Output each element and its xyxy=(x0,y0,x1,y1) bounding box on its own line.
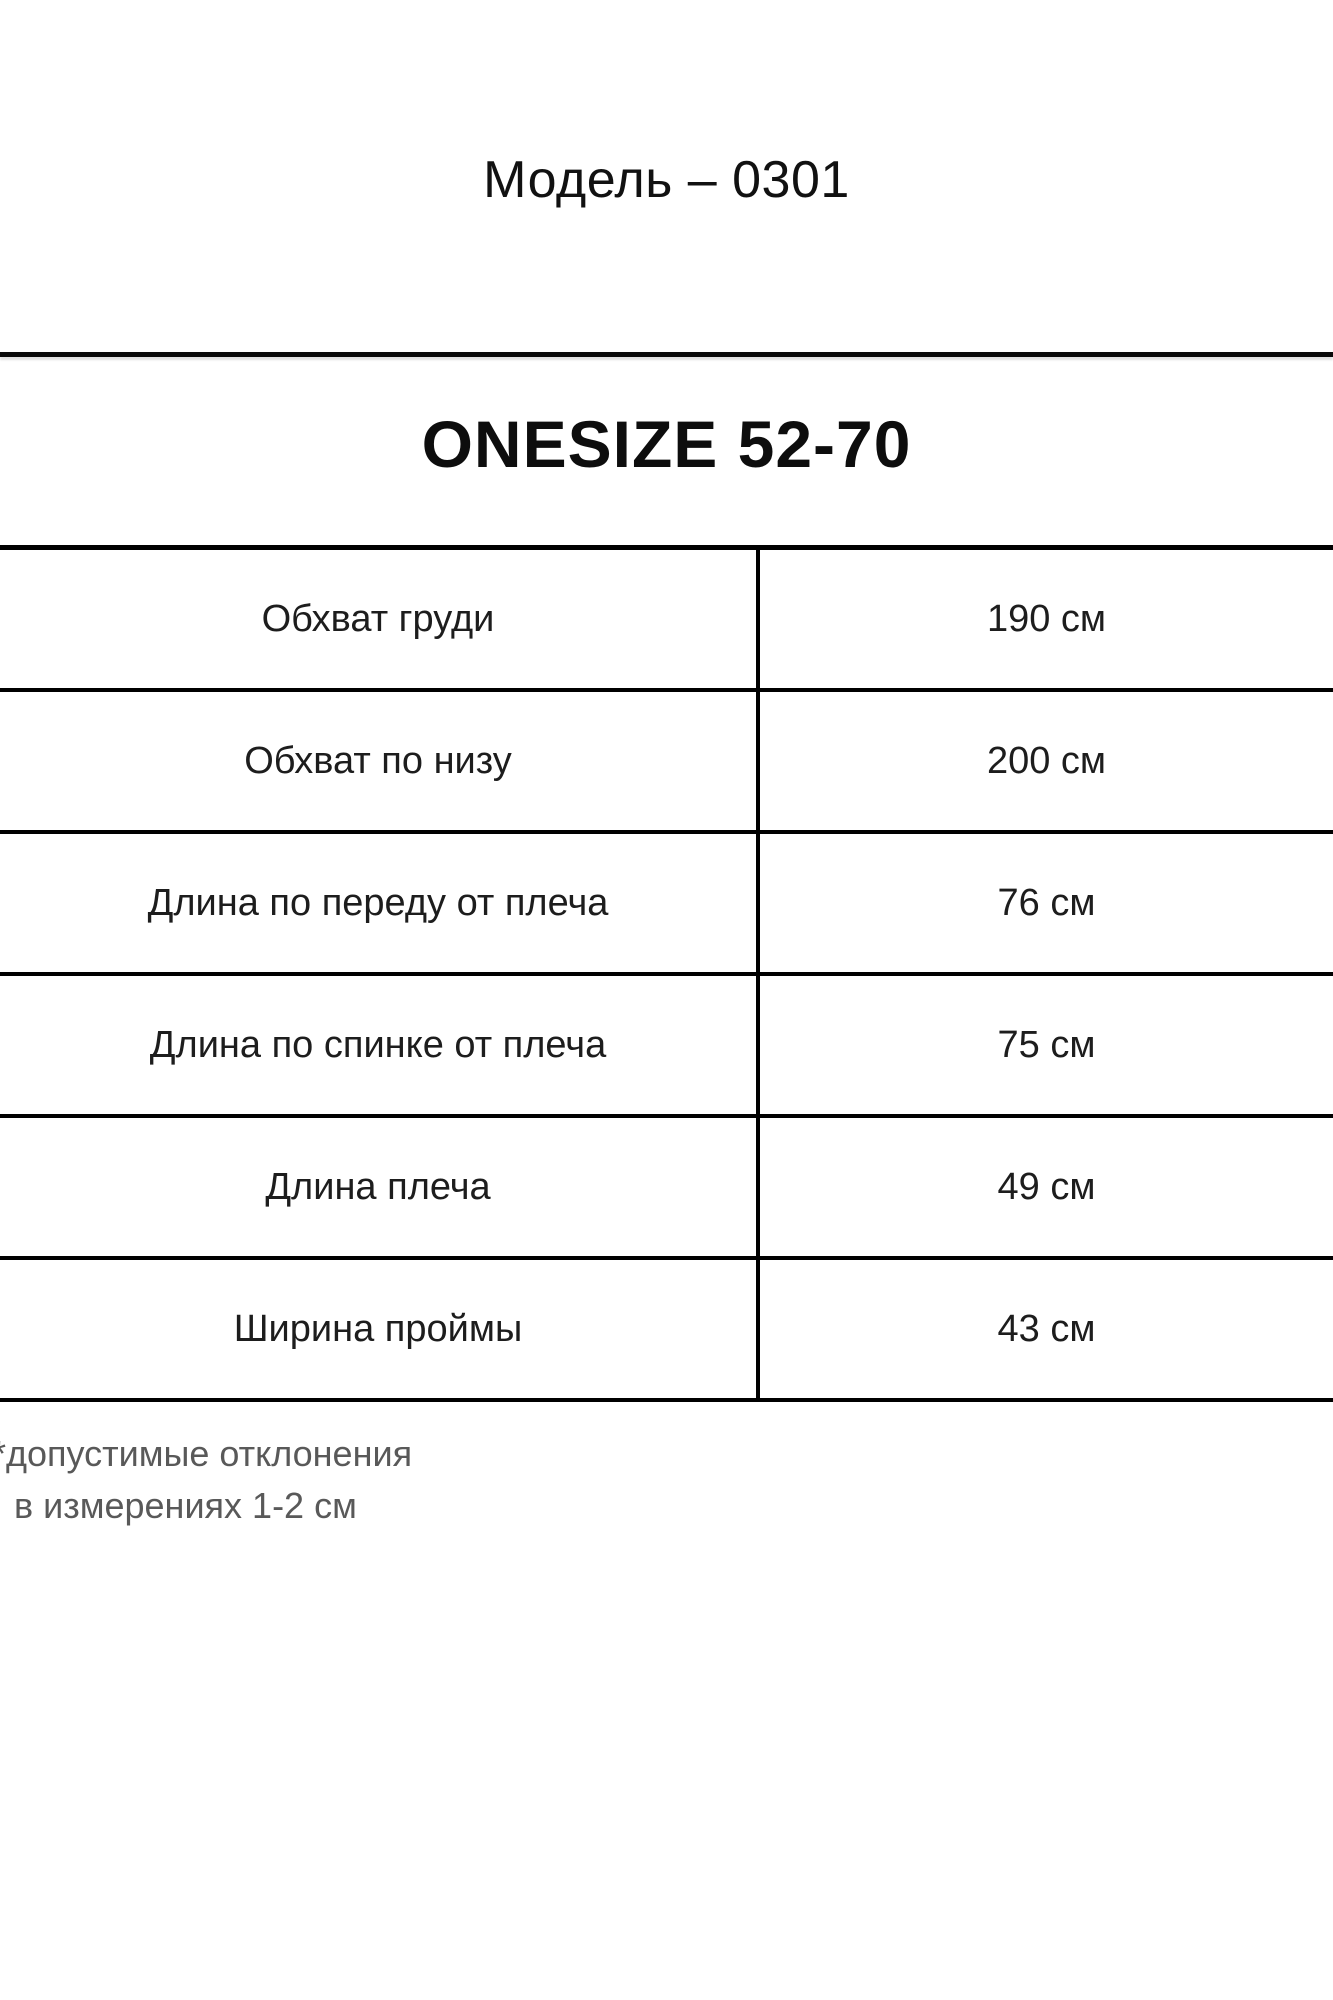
measurement-label: Обхват груди xyxy=(0,550,760,688)
measurement-value: 200 см xyxy=(986,739,1107,782)
measurement-value: 43 см xyxy=(997,1307,1096,1350)
measurement-label: Длина по переду от плеча xyxy=(0,834,760,972)
footnote-line-2: в измерениях 1-2 см xyxy=(14,1485,357,1526)
table-row: Длина плеча 49 см xyxy=(0,1118,1333,1260)
table-row: Обхват груди 190 см xyxy=(0,550,1333,692)
measurement-value: 49 см xyxy=(997,1165,1096,1208)
measurement-label: Длина по спинке от плеча xyxy=(0,976,760,1114)
measurement-label: Обхват по низу xyxy=(0,692,760,830)
table-row: Длина по переду от плеча 76 см xyxy=(0,834,1333,976)
horizontal-rule xyxy=(0,352,1333,357)
footnote-line-1: *допустимые отклонения xyxy=(0,1433,413,1474)
table-row: Длина по спинке от плеча 75 см xyxy=(0,976,1333,1118)
table-row: Ширина проймы 43 см xyxy=(0,1260,1333,1402)
measurement-label: Длина плеча xyxy=(0,1118,760,1256)
table-row: Обхват по низу 200 см xyxy=(0,692,1333,834)
size-range-heading: ONESIZE 52-70 xyxy=(421,407,912,481)
tolerance-footnote: *допустимые отклонения в измерениях 1-2 … xyxy=(0,1428,412,1532)
measurements-table: Обхват груди 190 см Обхват по низу 200 с… xyxy=(0,545,1333,1402)
measurement-value: 75 см xyxy=(997,1023,1096,1066)
measurement-label: Ширина проймы xyxy=(0,1260,760,1398)
page-title: Модель – 0301 xyxy=(483,151,850,209)
measurement-value: 190 см xyxy=(986,597,1107,640)
measurement-value: 76 см xyxy=(997,881,1096,924)
